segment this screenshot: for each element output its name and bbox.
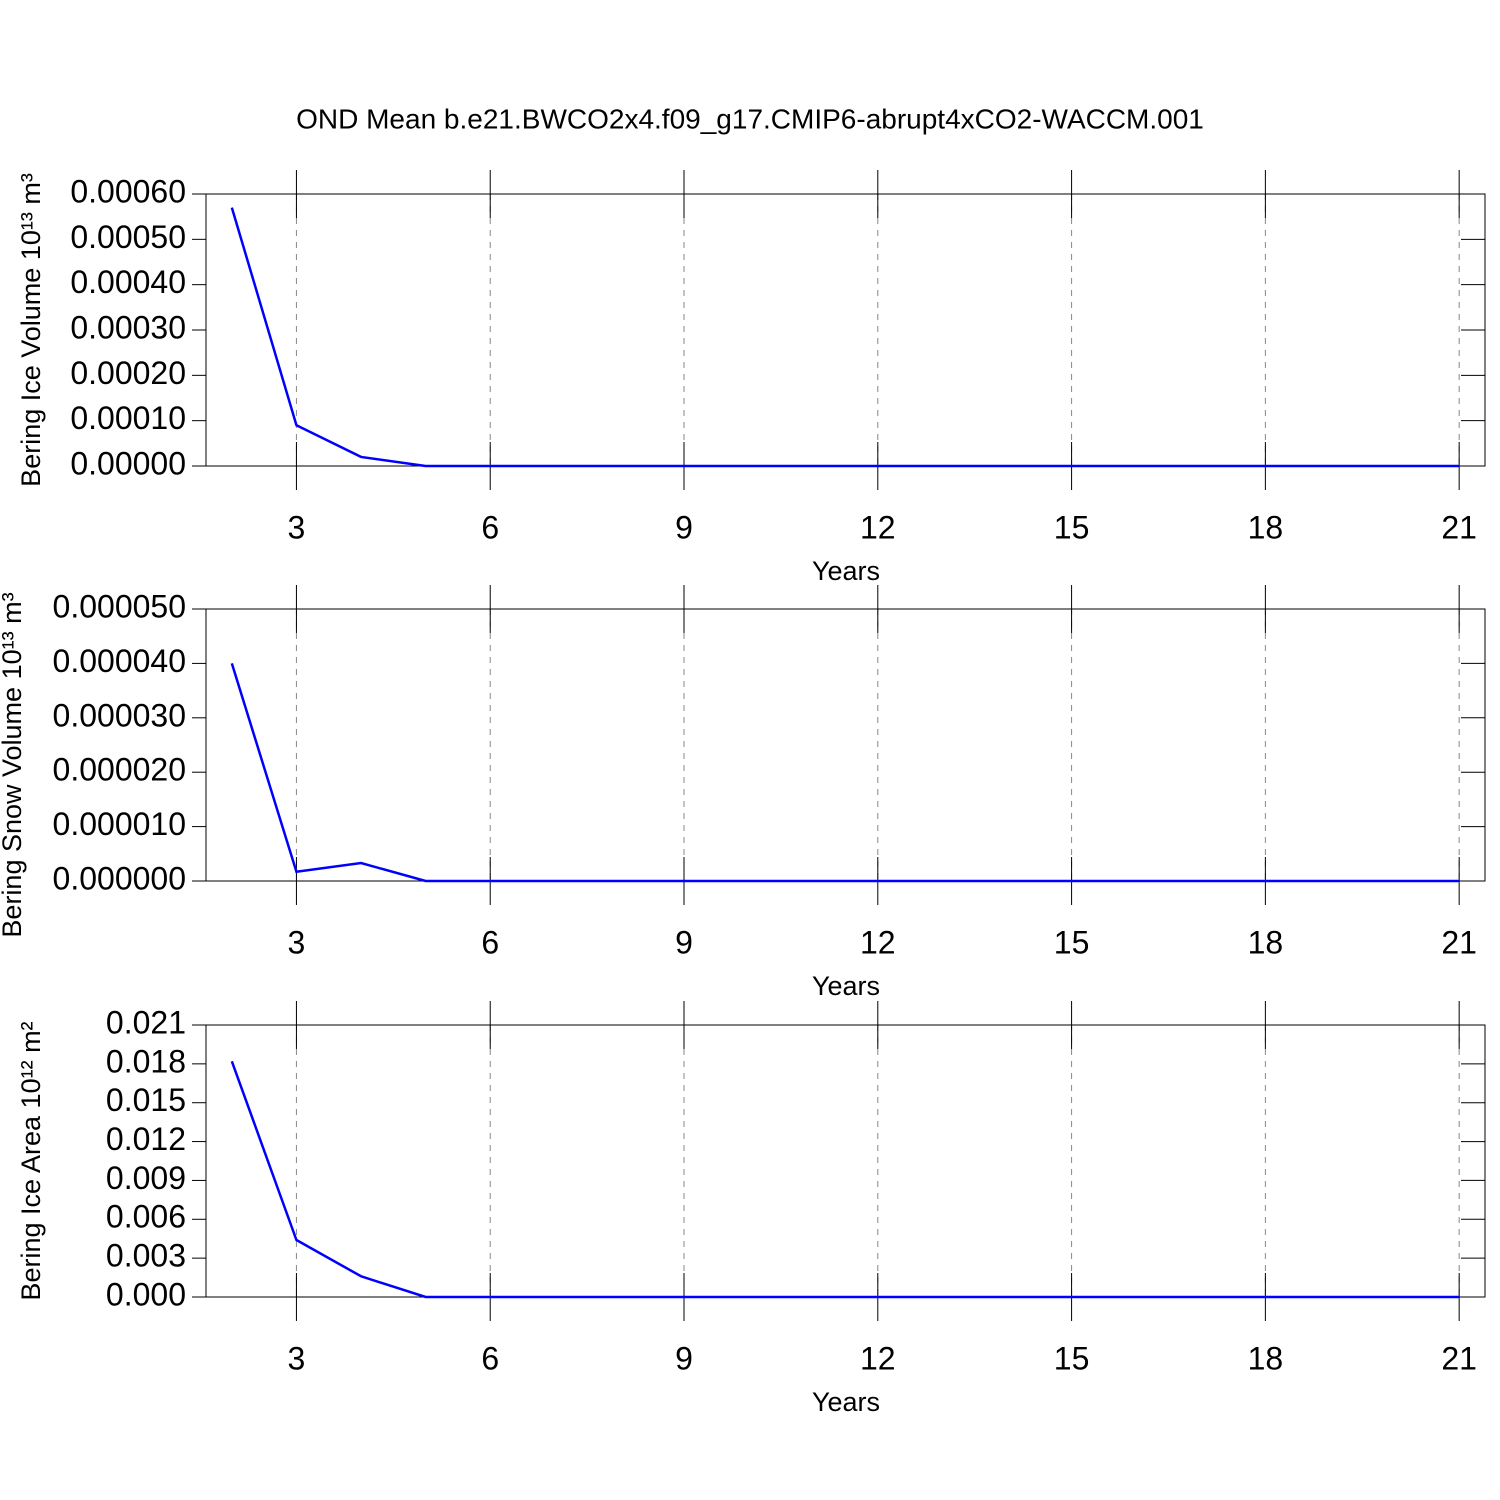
data-line: [230, 207, 1460, 468]
y-tick-label: 0.000050: [53, 588, 186, 624]
x-tick-label: 6: [481, 509, 499, 545]
y-axis-label: Bering Ice Volume 10¹³ m³: [16, 173, 46, 487]
y-tick-label: 0.000: [106, 1276, 186, 1312]
y-tick-label: 0.000040: [53, 643, 186, 679]
x-tick-label: 3: [288, 1340, 306, 1376]
y-tick-label: 0.00000: [70, 445, 186, 481]
chart-title: OND Mean b.e21.BWCO2x4.f09_g17.CMIP6-abr…: [296, 103, 1204, 134]
y-tick-label: 0.00040: [70, 264, 186, 300]
x-tick-label: 12: [860, 924, 896, 960]
data-line: [230, 1060, 1460, 1299]
y-tick-label: 0.000020: [53, 752, 186, 788]
x-tick-label: 18: [1248, 924, 1284, 960]
y-tick-label: 0.00060: [70, 173, 186, 209]
y-tick-label: 0.00030: [70, 309, 186, 345]
x-tick-label: 6: [481, 924, 499, 960]
y-tick-label: 0.003: [106, 1238, 186, 1274]
x-tick-label: 21: [1441, 1340, 1477, 1376]
x-tick-label: 3: [288, 509, 306, 545]
x-axis-label: Years: [812, 556, 880, 586]
x-tick-label: 12: [860, 1340, 896, 1376]
x-tick-label: 15: [1054, 509, 1090, 545]
y-tick-label: 0.00010: [70, 400, 186, 436]
y-tick-label: 0.018: [106, 1043, 186, 1079]
y-tick-label: 0.00050: [70, 219, 186, 255]
x-tick-label: 6: [481, 1340, 499, 1376]
x-tick-label: 21: [1441, 509, 1477, 545]
x-tick-label: 18: [1248, 1340, 1284, 1376]
x-axis-label: Years: [812, 971, 880, 1001]
x-tick-label: 3: [288, 924, 306, 960]
y-tick-label: 0.006: [106, 1199, 186, 1235]
x-tick-label: 12: [860, 509, 896, 545]
y-axis-label: Bering Ice Area 10¹² m²: [16, 1021, 46, 1300]
y-tick-label: 0.000000: [53, 860, 186, 896]
y-tick-label: 0.015: [106, 1082, 186, 1118]
x-tick-label: 15: [1054, 924, 1090, 960]
x-tick-label: 18: [1248, 509, 1284, 545]
y-tick-label: 0.000010: [53, 806, 186, 842]
y-axis-label: Bering Snow Volume 10¹³ m³: [0, 592, 27, 937]
x-tick-label: 9: [675, 924, 693, 960]
x-axis-label: Years: [812, 1387, 880, 1417]
y-tick-label: 0.00020: [70, 355, 186, 391]
y-tick-label: 0.000030: [53, 697, 186, 733]
y-tick-label: 0.009: [106, 1160, 186, 1196]
x-tick-label: 9: [675, 509, 693, 545]
x-tick-label: 21: [1441, 924, 1477, 960]
x-tick-label: 15: [1054, 1340, 1090, 1376]
x-tick-label: 9: [675, 1340, 693, 1376]
y-tick-label: 0.012: [106, 1121, 186, 1157]
data-line: [230, 663, 1460, 883]
y-tick-label: 0.021: [106, 1004, 186, 1040]
